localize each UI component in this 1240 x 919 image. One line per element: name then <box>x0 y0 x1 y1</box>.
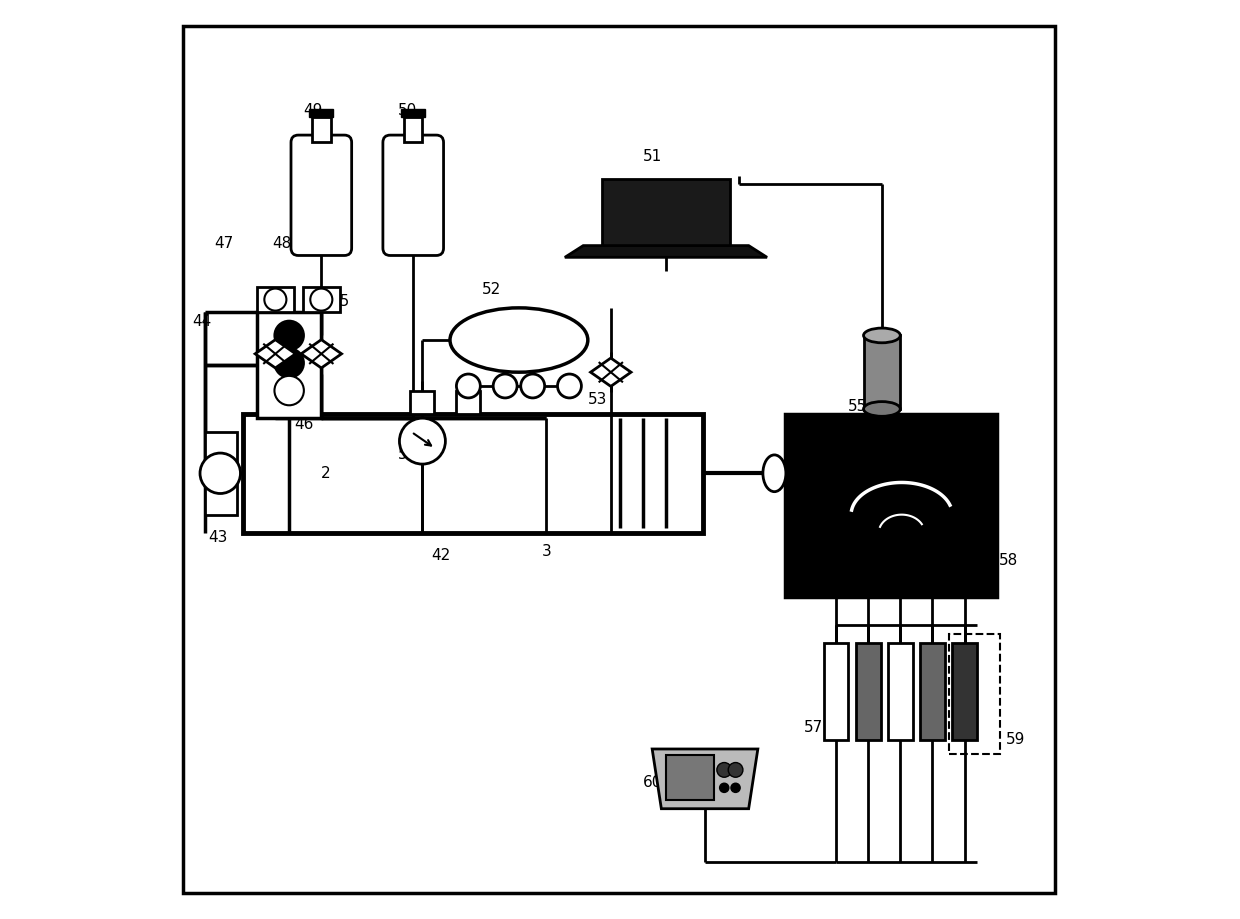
Text: 47: 47 <box>213 236 233 251</box>
Text: 60: 60 <box>644 776 662 790</box>
Circle shape <box>274 376 304 405</box>
Bar <box>303 287 340 312</box>
Bar <box>456 391 480 414</box>
Bar <box>785 414 997 597</box>
Circle shape <box>274 321 304 350</box>
Text: 59: 59 <box>1006 732 1025 747</box>
Bar <box>257 312 321 418</box>
Bar <box>823 643 848 740</box>
Text: 58: 58 <box>998 553 1018 568</box>
Text: 53: 53 <box>588 392 608 407</box>
Circle shape <box>274 348 304 378</box>
Text: 54: 54 <box>398 448 417 462</box>
FancyBboxPatch shape <box>383 135 444 255</box>
Text: 44: 44 <box>192 314 212 329</box>
Text: 42: 42 <box>432 549 451 563</box>
Bar <box>920 643 945 740</box>
Circle shape <box>717 763 732 777</box>
Bar <box>856 643 880 740</box>
Bar <box>205 432 237 515</box>
Circle shape <box>494 374 517 398</box>
Bar <box>257 287 294 312</box>
Text: 43: 43 <box>208 530 228 545</box>
Text: 56: 56 <box>804 558 823 573</box>
Bar <box>888 643 913 740</box>
Polygon shape <box>590 358 631 386</box>
Text: 3: 3 <box>542 544 552 559</box>
Bar <box>949 634 999 754</box>
Circle shape <box>730 783 740 792</box>
Bar <box>243 414 703 533</box>
Bar <box>312 117 331 142</box>
Text: 48: 48 <box>273 236 291 251</box>
Bar <box>410 391 434 414</box>
Ellipse shape <box>863 402 900 416</box>
Text: 49: 49 <box>303 103 322 118</box>
Circle shape <box>521 374 544 398</box>
Polygon shape <box>301 340 341 368</box>
Circle shape <box>310 289 332 311</box>
Text: 50: 50 <box>398 103 417 118</box>
Polygon shape <box>652 749 758 809</box>
Circle shape <box>264 289 286 311</box>
Bar <box>309 109 334 117</box>
Text: 52: 52 <box>482 282 501 297</box>
Ellipse shape <box>450 308 588 372</box>
Bar <box>404 117 423 142</box>
Circle shape <box>200 453 241 494</box>
Bar <box>863 335 900 409</box>
Text: 2: 2 <box>321 466 331 481</box>
FancyBboxPatch shape <box>291 135 352 255</box>
Circle shape <box>558 374 582 398</box>
Bar <box>402 109 425 117</box>
Polygon shape <box>255 340 295 368</box>
Text: 45: 45 <box>331 294 350 309</box>
Circle shape <box>719 783 729 792</box>
Text: 57: 57 <box>804 720 823 735</box>
Polygon shape <box>565 245 768 257</box>
Text: 55: 55 <box>848 399 867 414</box>
Circle shape <box>399 418 445 464</box>
Circle shape <box>728 763 743 777</box>
Text: 46: 46 <box>294 417 314 432</box>
Ellipse shape <box>863 328 900 343</box>
Bar <box>952 643 977 740</box>
Polygon shape <box>601 179 730 245</box>
Ellipse shape <box>763 455 786 492</box>
Circle shape <box>456 374 480 398</box>
Text: 51: 51 <box>644 149 662 164</box>
Bar <box>666 754 714 800</box>
